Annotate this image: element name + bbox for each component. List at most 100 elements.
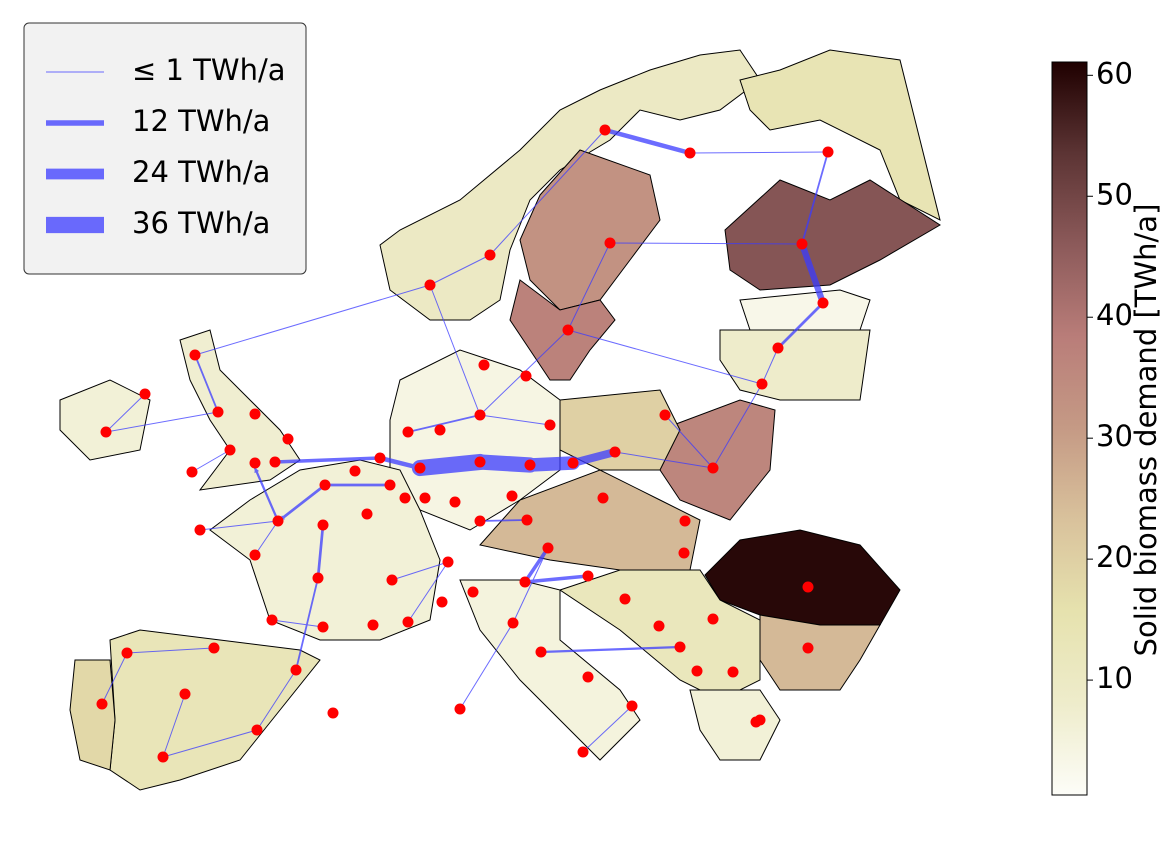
node: [121, 647, 133, 659]
node: [189, 349, 201, 361]
node: [756, 378, 768, 390]
flow: [377, 455, 423, 471]
flow: [800, 151, 829, 245]
node: [474, 515, 486, 527]
flow: [459, 622, 514, 710]
flow: [194, 354, 219, 413]
node: [817, 297, 829, 309]
node: [402, 616, 414, 628]
node: [442, 556, 454, 568]
flow: [539, 645, 682, 655]
node: [402, 426, 414, 438]
legend: ≤ 1 TWh/a 12 TWh/a 24 TWh/a 36 TWh/a: [23, 22, 307, 275]
region: [179, 329, 301, 491]
node: [434, 424, 446, 436]
colorbar-tick-label: 50: [1096, 177, 1133, 211]
flow: [411, 453, 489, 477]
node: [507, 617, 519, 629]
node: [653, 620, 665, 632]
node: [542, 542, 554, 554]
node: [582, 570, 594, 582]
node: [754, 714, 766, 726]
node: [478, 359, 490, 371]
flow: [271, 619, 324, 629]
flow: [162, 728, 258, 758]
flow: [567, 242, 611, 331]
region: [519, 149, 661, 311]
flow: [582, 705, 633, 753]
node: [626, 700, 638, 712]
flow: [479, 517, 528, 523]
node: [249, 549, 261, 561]
node: [524, 459, 536, 471]
flow: [199, 519, 279, 531]
node: [674, 641, 686, 653]
node: [424, 279, 436, 291]
node: [266, 614, 278, 626]
flow: [407, 561, 449, 623]
colorbar-tick-label: 40: [1096, 298, 1133, 332]
node: [319, 479, 331, 491]
node: [449, 496, 461, 508]
flow: [609, 241, 803, 247]
node: [436, 596, 448, 608]
flow: [472, 454, 538, 473]
node: [249, 408, 261, 420]
node: [474, 409, 486, 421]
flow: [761, 347, 779, 385]
flow: [712, 383, 763, 469]
node: [599, 124, 611, 136]
region: [379, 49, 761, 321]
node: [796, 238, 808, 250]
flow: [567, 329, 763, 386]
node: [604, 237, 616, 249]
region: [69, 659, 116, 771]
region: [479, 469, 701, 571]
node: [707, 462, 719, 474]
node: [399, 492, 411, 504]
legend-label: 24 TWh/a: [132, 155, 270, 189]
node: [684, 147, 696, 159]
node: [659, 409, 671, 421]
node: [317, 519, 329, 531]
node: [384, 479, 396, 491]
flow: [776, 301, 825, 350]
node: [577, 746, 589, 758]
nodes: [96, 124, 834, 763]
region: [724, 179, 941, 291]
flow: [523, 574, 590, 585]
node: [609, 446, 621, 458]
flow: [523, 546, 550, 584]
legend-box: [23, 22, 307, 275]
node: [386, 574, 398, 586]
flow: [489, 129, 606, 256]
colorbar: Solid biomass demand [TWh/a] 10 20 30 40 50 6…: [1051, 56, 1163, 796]
flow: [253, 466, 280, 523]
region: [109, 629, 321, 791]
node: [802, 581, 814, 593]
node: [506, 490, 518, 502]
flow: [568, 447, 620, 468]
node: [179, 688, 191, 700]
node: [454, 703, 466, 715]
colorbar-label: Solid biomass demand [TWh/a]: [1129, 204, 1163, 657]
node: [619, 593, 631, 605]
node: [367, 619, 379, 631]
node: [186, 466, 198, 478]
flow: [254, 520, 279, 556]
flow: [512, 547, 549, 624]
region: [719, 329, 871, 401]
region: [689, 689, 781, 761]
flow: [407, 414, 481, 434]
node: [272, 515, 284, 527]
node: [312, 572, 324, 584]
node: [597, 492, 609, 504]
node: [562, 324, 574, 336]
region: [558, 569, 761, 701]
colorbar-tick-label: 60: [1096, 56, 1133, 90]
node: [567, 457, 579, 469]
node: [327, 707, 339, 719]
node: [317, 621, 329, 633]
region: [739, 289, 871, 331]
node: [269, 456, 281, 468]
